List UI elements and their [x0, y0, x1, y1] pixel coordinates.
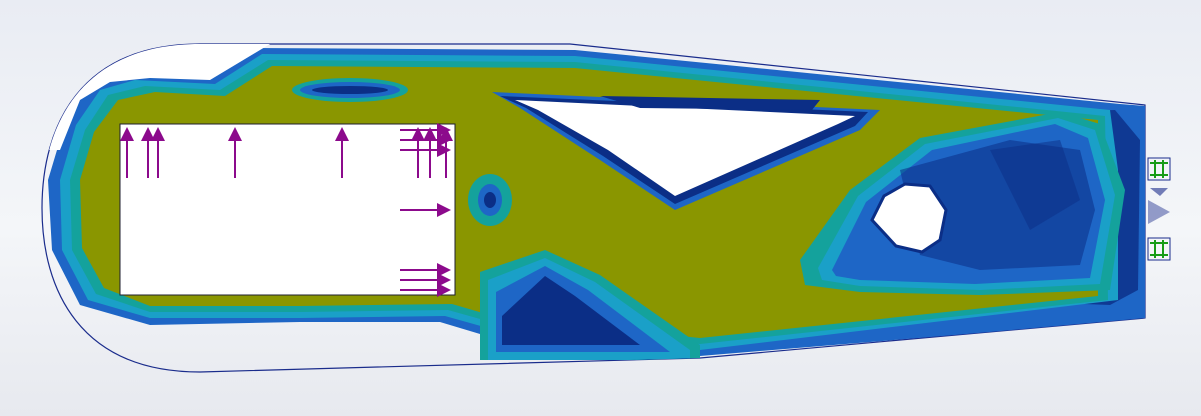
fixed-geometry-icon	[1147, 157, 1171, 261]
vertical-loads	[120, 127, 453, 178]
preserved-region	[119, 123, 456, 296]
void-hole	[870, 182, 948, 254]
horizontal-loads	[400, 123, 451, 297]
